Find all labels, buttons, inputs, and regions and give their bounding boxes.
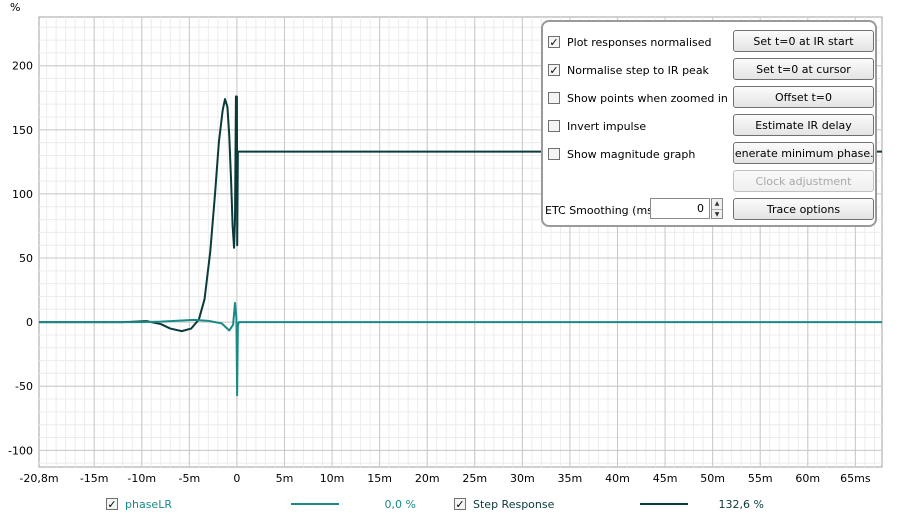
legend-step-name: Step Response <box>473 497 555 511</box>
x-tick-label: 50m <box>700 472 725 485</box>
checkbox-label: Plot responses normalised <box>567 35 712 49</box>
checkbox-box[interactable] <box>548 120 560 132</box>
plot-normalised-checkbox[interactable]: ✓ Plot responses normalised <box>548 34 712 50</box>
y-tick-label: -50 <box>15 380 33 393</box>
options-panel: ✓ Plot responses normalised ✓ Normalise … <box>541 20 877 227</box>
legend-phaselr-name: phaseLR <box>125 497 172 511</box>
x-tick-label: 30m <box>510 472 535 485</box>
x-tick-label: 65ms <box>840 472 871 485</box>
etc-smoothing-spinner[interactable]: ▲ ▼ <box>711 198 723 219</box>
invert-impulse-checkbox[interactable]: Invert impulse <box>548 118 646 134</box>
series-line-phaselr <box>39 301 882 397</box>
x-tick-label: 0 <box>233 472 240 485</box>
y-tick-labels: -100 -50 0 50 100 150 200 <box>8 60 33 458</box>
x-tick-label: -5m <box>178 472 200 485</box>
legend-step-swatch <box>640 503 688 505</box>
series-layer <box>39 95 882 397</box>
set-t0-ir-start-button[interactable]: Set t=0 at IR start <box>733 30 874 52</box>
etc-smoothing-label: ETC Smoothing (ms): <box>545 204 661 217</box>
checkbox-label: Show magnitude graph <box>567 147 696 161</box>
show-magnitude-checkbox[interactable]: Show magnitude graph <box>548 146 695 162</box>
set-t0-cursor-button[interactable]: Set t=0 at cursor <box>733 58 874 80</box>
x-tick-label: 40m <box>605 472 630 485</box>
normalise-step-checkbox[interactable]: ✓ Normalise step to IR peak <box>548 62 709 78</box>
x-tick-label: -10m <box>127 472 156 485</box>
x-tick-label: 10m <box>320 472 345 485</box>
offset-t0-button[interactable]: Offset t=0 <box>733 86 874 108</box>
legend-phaselr-checkbox[interactable]: ✓ <box>106 497 118 511</box>
estimate-ir-delay-button[interactable]: Estimate IR delay <box>733 114 874 136</box>
legend-phaselr-swatch <box>291 503 339 505</box>
y-tick-label: 150 <box>12 124 33 137</box>
y-tick-label: 200 <box>12 60 33 73</box>
y-tick-label: -100 <box>8 444 33 457</box>
spin-down-icon[interactable]: ▼ <box>712 209 722 220</box>
legend-step-checkbox[interactable]: ✓ <box>454 497 466 511</box>
x-tick-label: 25m <box>462 472 487 485</box>
x-tick-label: 5m <box>276 472 294 485</box>
checkbox-box[interactable] <box>548 92 560 104</box>
etc-smoothing-input[interactable]: 0 <box>650 198 710 219</box>
x-tick-labels: -20,8m -15m -10m -5m 0 5m 10m 15m 20m 25m 30m 35m 40… <box>19 472 870 485</box>
y-tick-label: 0 <box>26 316 33 329</box>
checkbox-box[interactable]: ✓ <box>548 35 560 49</box>
x-tick-label: 20m <box>415 472 440 485</box>
y-axis-unit: % <box>10 1 20 14</box>
checkbox-box[interactable]: ✓ <box>548 63 560 77</box>
y-tick-label: 100 <box>12 188 33 201</box>
legend-phaselr-value: 0,0 % <box>384 498 416 511</box>
spin-up-icon[interactable]: ▲ <box>714 200 720 207</box>
legend-phaselr: ✓ phaseLR <box>106 497 172 511</box>
legend-step: ✓ Step Response <box>454 497 554 511</box>
x-tick-label: 45m <box>653 472 678 485</box>
checkbox-label: Invert impulse <box>567 119 647 133</box>
x-tick-label: 35m <box>558 472 583 485</box>
x-tick-label: -20,8m <box>19 472 58 485</box>
x-tick-label: 60m <box>795 472 820 485</box>
y-tick-label: 50 <box>19 252 33 265</box>
series-line-step-response <box>39 95 882 333</box>
checkbox-label: Normalise step to IR peak <box>567 63 709 77</box>
checkbox-box[interactable] <box>548 148 560 160</box>
show-points-checkbox[interactable]: Show points when zoomed in <box>548 90 728 106</box>
legend-step-value: 132,6 % <box>718 498 764 511</box>
trace-options-button[interactable]: Trace options <box>733 198 874 220</box>
checkbox-label: Show points when zoomed in <box>567 91 728 105</box>
clock-adjustment-button: Clock adjustment <box>733 170 874 192</box>
x-tick-label: 55m <box>748 472 773 485</box>
x-tick-label: -15m <box>80 472 109 485</box>
generate-min-phase-button[interactable]: Generate minimum phase... <box>733 142 874 164</box>
x-tick-label: 15m <box>367 472 392 485</box>
